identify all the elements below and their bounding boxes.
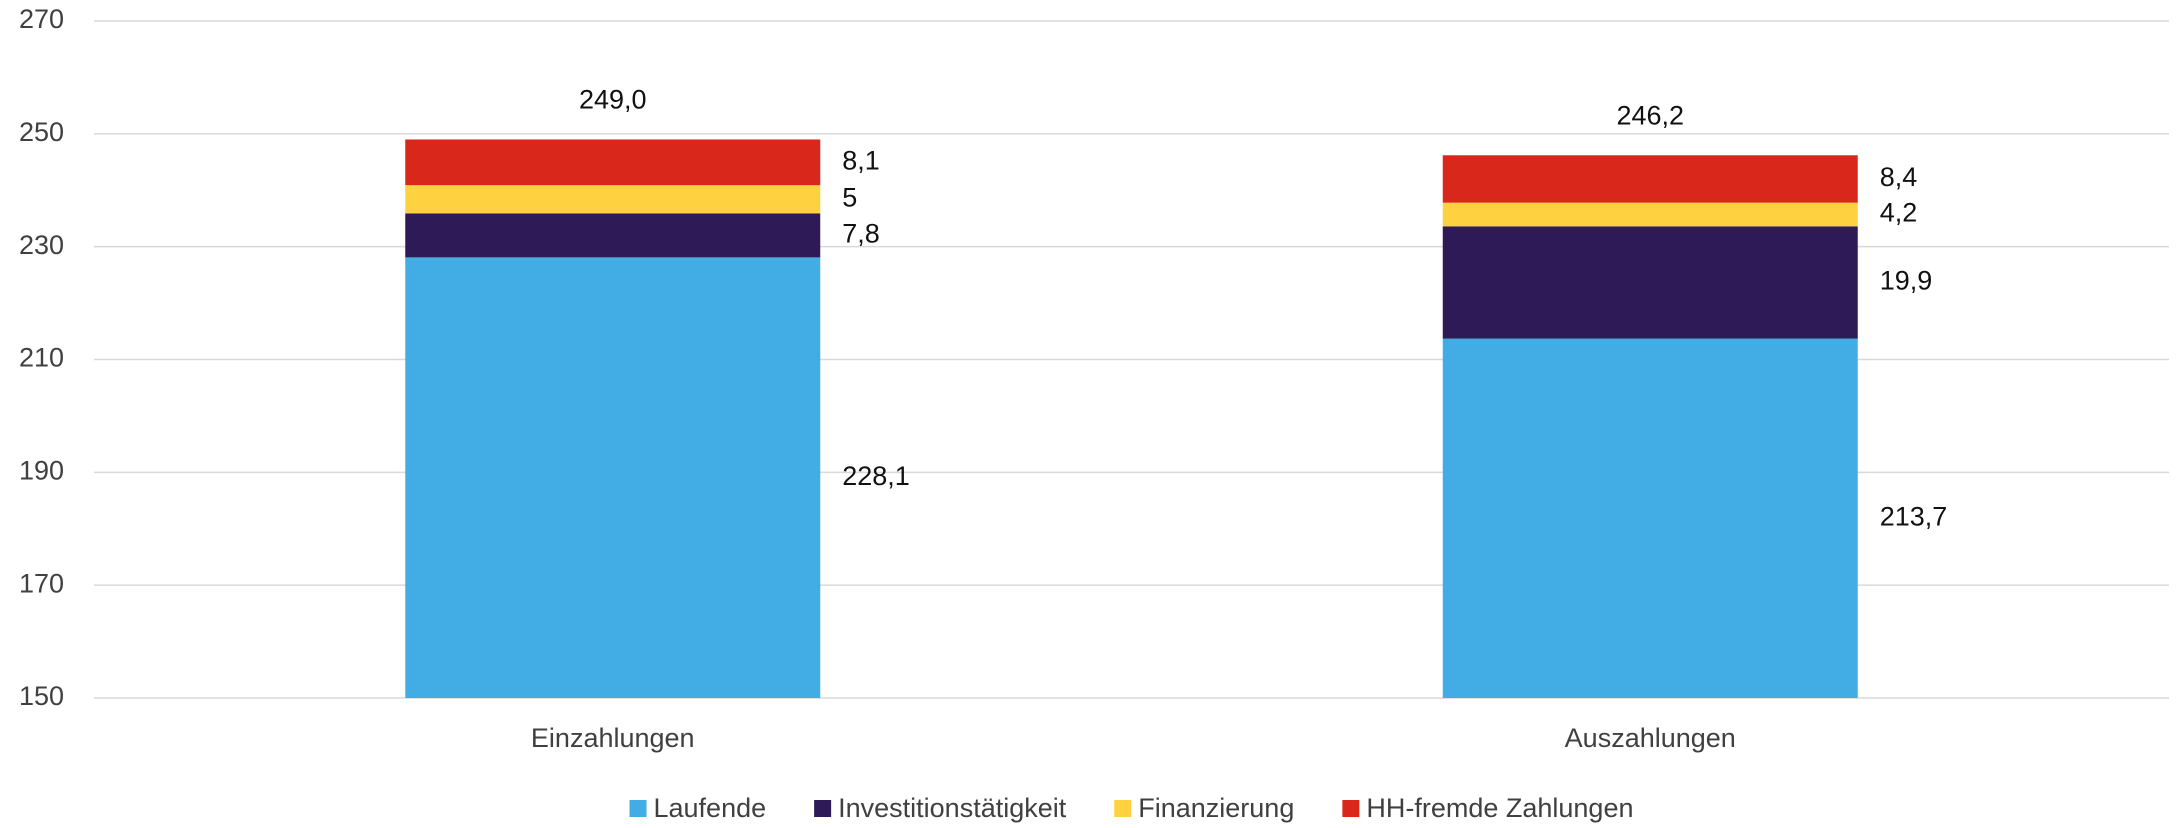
y-tick-label: 270 [19, 4, 64, 34]
legend-label: Laufende [654, 793, 767, 823]
data-label: 228,1 [842, 461, 910, 491]
bar-segment [1442, 338, 1858, 698]
data-label: 4,2 [1880, 198, 1918, 228]
y-tick-label: 210 [19, 343, 64, 373]
bar-segment [1442, 155, 1858, 203]
y-tick-label: 170 [19, 568, 64, 598]
total-label: 249,0 [579, 85, 647, 115]
legend-swatch [629, 800, 647, 817]
x-tick-label: Einzahlungen [531, 723, 695, 753]
legend-label: Finanzierung [1138, 793, 1294, 823]
data-label: 7,8 [842, 219, 880, 249]
data-label: 5 [842, 182, 857, 212]
y-tick-label: 250 [19, 117, 64, 147]
legend-swatch [1342, 800, 1360, 817]
data-label: 8,4 [1880, 162, 1918, 192]
bar-segment [405, 213, 821, 258]
data-label: 19,9 [1880, 266, 1933, 296]
data-label: 213,7 [1880, 501, 1948, 531]
legend-label: HH-fremde Zahlungen [1366, 793, 1633, 823]
x-tick-label: Auszahlungen [1565, 723, 1736, 753]
y-tick-label: 190 [19, 455, 64, 485]
data-label: 8,1 [842, 145, 880, 175]
legend-label: Investitionstätigkeit [838, 793, 1067, 823]
bar-segment [405, 257, 821, 698]
bar-segment [405, 139, 821, 186]
legend-swatch [814, 800, 832, 817]
bar-segment [1442, 202, 1858, 227]
legend-swatch [1114, 800, 1132, 817]
y-tick-label: 230 [19, 230, 64, 260]
bar-segment [405, 185, 821, 214]
total-label: 246,2 [1616, 100, 1684, 130]
bar-segment [1442, 226, 1858, 339]
y-tick-label: 150 [19, 681, 64, 711]
